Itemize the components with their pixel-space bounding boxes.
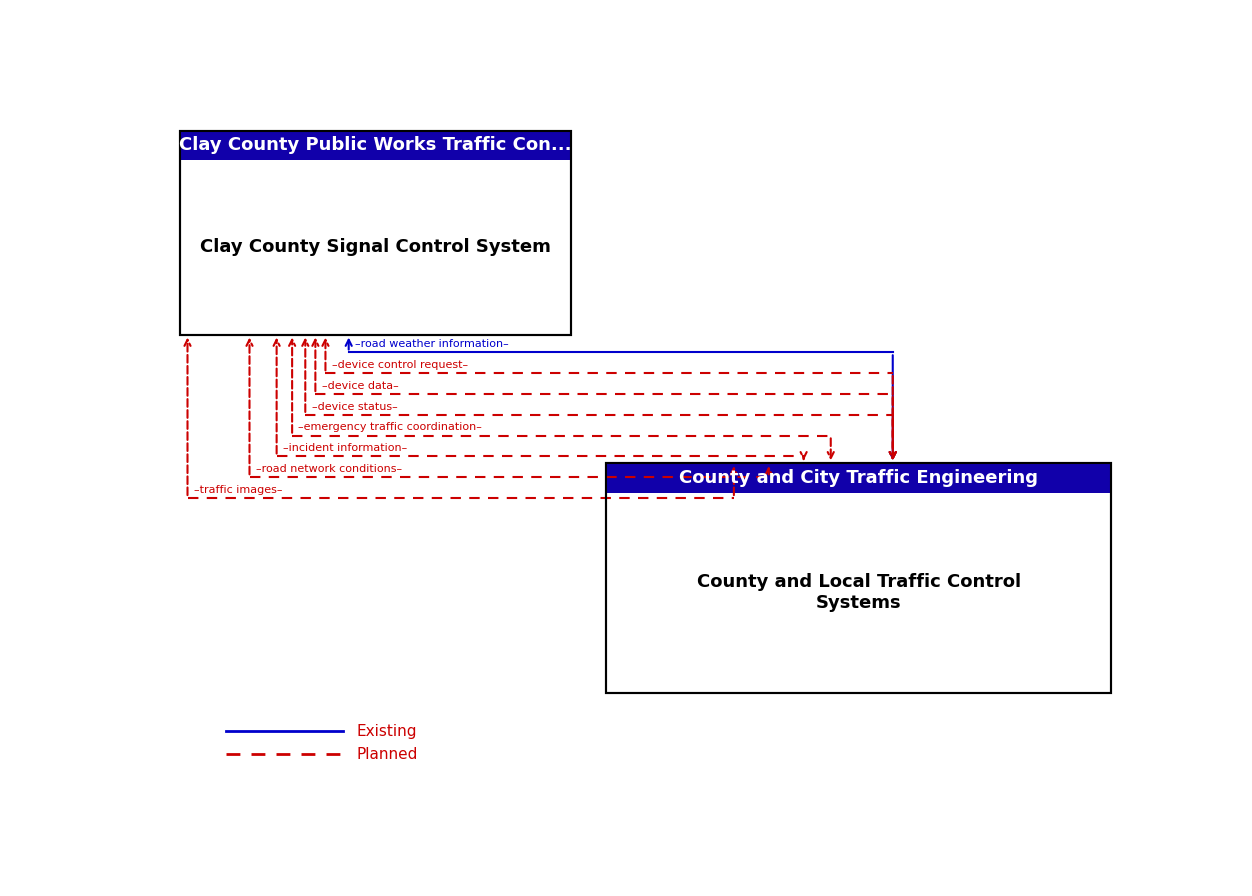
Text: County and City Traffic Engineering: County and City Traffic Engineering (679, 469, 1038, 487)
Bar (606, 463, 1112, 693)
Text: Clay County Public Works Traffic Con...: Clay County Public Works Traffic Con... (179, 136, 572, 154)
Text: –road network conditions–: –road network conditions– (255, 464, 402, 474)
Text: –device data–: –device data– (322, 381, 398, 391)
Bar (606, 463, 1112, 693)
Text: Clay County Signal Control System: Clay County Signal Control System (200, 238, 551, 256)
Text: –traffic images–: –traffic images– (194, 485, 282, 495)
Bar (180, 131, 571, 159)
Text: –road weather information–: –road weather information– (354, 340, 508, 349)
Text: County and Local Traffic Control
Systems: County and Local Traffic Control Systems (696, 573, 1020, 612)
Text: Existing: Existing (357, 724, 417, 738)
Bar (180, 131, 571, 335)
Text: –device control request–: –device control request– (332, 360, 468, 370)
Bar (606, 463, 1112, 493)
Text: –device status–: –device status– (312, 401, 397, 411)
Text: Planned: Planned (357, 747, 418, 762)
Text: –emergency traffic coordination–: –emergency traffic coordination– (298, 422, 482, 433)
Bar (180, 131, 571, 335)
Text: –incident information–: –incident information– (283, 444, 407, 453)
